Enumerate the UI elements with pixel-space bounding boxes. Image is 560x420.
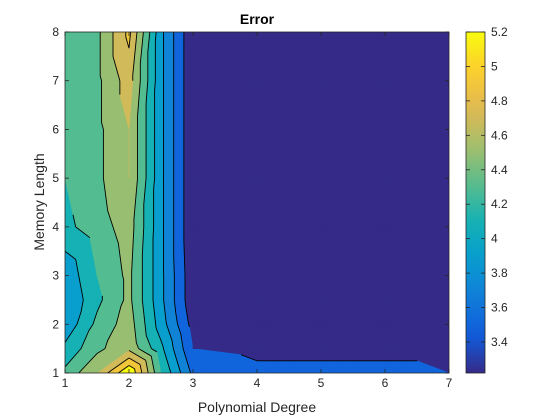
y-tick-label: 8: [52, 25, 59, 39]
y-tick-label: 4: [52, 220, 59, 234]
colorbar-tick-label: 5.2: [491, 25, 508, 39]
colorbar-tick-label: 5: [491, 59, 498, 73]
x-axis-ticks: 1 2 3 4 5 6 7: [62, 32, 453, 390]
x-tick-label: 7: [446, 376, 453, 390]
colorbar-tick-label: 3.6: [491, 301, 508, 315]
colorbar-tick-label: 4.6: [491, 128, 508, 142]
contour-fills: [65, 32, 449, 373]
contour-line: [173, 32, 191, 373]
contour-band-patch: [256, 32, 322, 82]
colorbar-tick-label: 4: [491, 232, 498, 246]
x-axis-label: Polynomial Degree: [198, 399, 316, 415]
contour-line: [112, 32, 149, 373]
x-tick-label: 4: [254, 376, 261, 390]
contour-line: [65, 32, 172, 373]
x-tick-label: 3: [190, 376, 197, 390]
contour-band-patch: [96, 80, 102, 131]
y-axis-label: Memory Length: [31, 153, 47, 250]
y-tick-label: 1: [52, 366, 59, 380]
x-tick-label: 2: [126, 376, 133, 390]
contour-band-patch: [384, 32, 449, 82]
contour-band-patch: [192, 32, 258, 82]
contour-band-patch: [128, 32, 138, 82]
contour-line: [65, 32, 158, 368]
y-tick-label: 3: [52, 269, 59, 283]
x-tick-label: 1: [62, 376, 69, 390]
contour-line: [183, 32, 417, 362]
colorbar-tick-label: 4.8: [491, 94, 508, 108]
colorbar-tick-label: 4.2: [491, 197, 508, 211]
y-tick-label: 7: [52, 74, 59, 88]
contour-lines: [65, 32, 417, 373]
x-tick-label: 5: [318, 376, 325, 390]
colorbar: [465, 31, 486, 374]
contour-band-patch: [160, 32, 164, 82]
x-tick-label: 6: [382, 376, 389, 390]
chart-title: Error: [240, 11, 275, 27]
colorbar-ticks: 3.4 3.6 3.8 4 4.2 4.4 4.6 4.8 5 5.2: [466, 25, 508, 349]
contour-band-patch: [96, 32, 101, 82]
y-tick-label: 5: [52, 171, 59, 185]
colorbar-tick-label: 3.4: [491, 335, 508, 349]
contour-line: [78, 32, 156, 373]
contour-line: [118, 365, 136, 373]
colorbar-tick-label: 4.4: [491, 163, 508, 177]
y-tick-label: 2: [52, 317, 59, 331]
contour-band-patch: [65, 32, 98, 82]
contour-band-patch: [192, 348, 242, 373]
y-axis-ticks: 1 2 3 4 5 6 7 8: [52, 25, 449, 380]
colorbar-tick-label: 3.8: [491, 266, 508, 280]
contour-line: [107, 32, 143, 373]
y-tick-label: 6: [52, 122, 59, 136]
contour-line: [163, 32, 182, 373]
contour-band-patch: [320, 32, 386, 82]
